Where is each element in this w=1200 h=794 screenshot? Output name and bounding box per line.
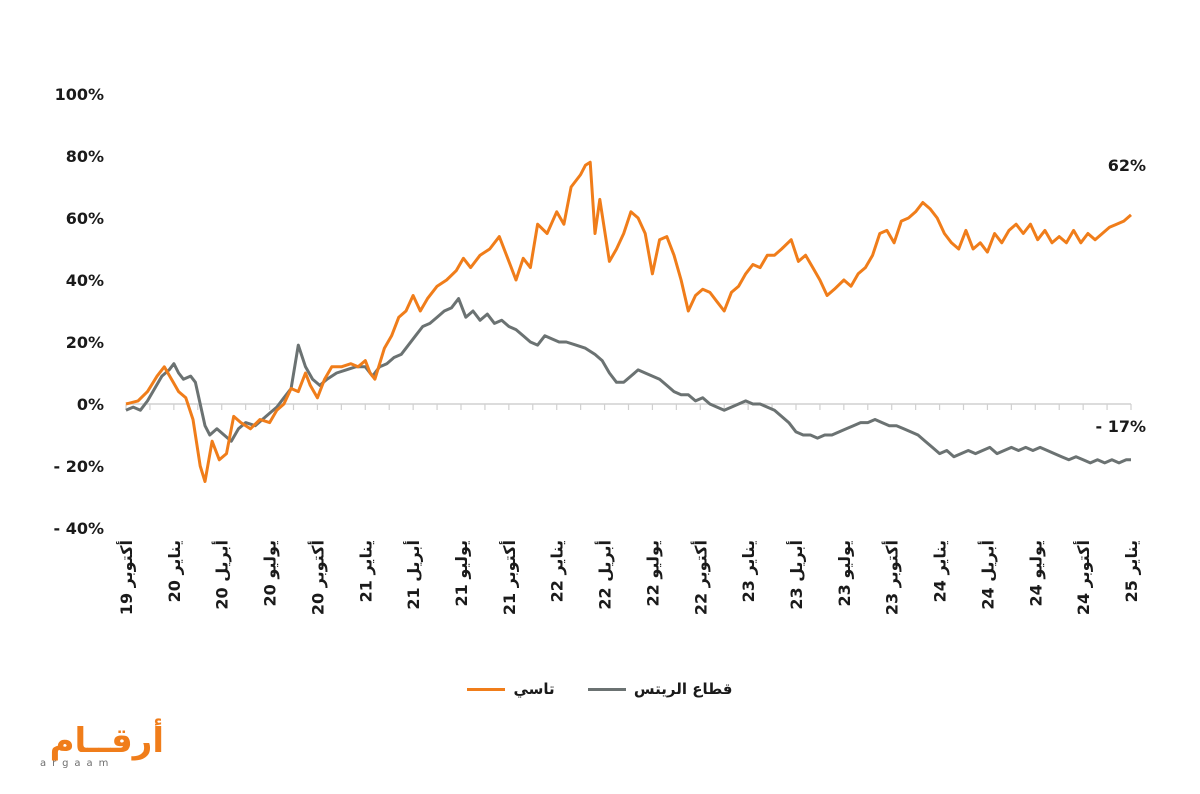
x-tick-label: 20 أبريل: [212, 540, 232, 610]
x-axis: 19 أكتوبر 20 يناير 20 أبريل 20 يوليو 20 أكتو…: [116, 403, 1141, 615]
end-labels: 62% - 17%: [1095, 156, 1146, 436]
legend: قطاع الريتس تاسي: [0, 680, 1200, 698]
x-tick-label: 21 أبريل: [403, 540, 423, 610]
y-tick-label: 80%: [66, 147, 104, 166]
legend-item-tasi: تاسي: [467, 680, 555, 698]
x-tick-label: 23 أبريل: [786, 540, 806, 610]
x-tick-label: 19 أكتوبر: [116, 540, 136, 615]
x-tick-label: 21 يوليو: [452, 540, 471, 606]
legend-label-tasi: تاسي: [513, 680, 555, 698]
legend-swatch-reits: [587, 687, 626, 691]
y-axis: 100% 80% 60% 40% 20% 0% - 20% - 40%: [53, 85, 104, 538]
logo-english-text: argaam: [40, 758, 115, 769]
x-tick-label: 25 يناير: [1122, 540, 1141, 602]
series-line-reits: [125, 297, 1131, 465]
argaam-logo: أرقــام argaam: [34, 722, 164, 782]
x-tick-label: 21 يناير: [356, 540, 375, 602]
x-tick-label: 23 يناير: [739, 540, 758, 602]
x-tick-label: 22 أكتوبر: [690, 540, 710, 615]
y-tick-label: 40%: [66, 271, 104, 290]
legend-label-reits: قطاع الريتس: [633, 680, 733, 698]
legend-swatch-tasi: [467, 687, 506, 691]
logo-arabic-text: أرقــام: [49, 721, 164, 761]
y-tick-label: - 40%: [53, 519, 104, 538]
x-tick-label: 24 يناير: [931, 540, 950, 602]
series-lines: [125, 160, 1132, 483]
y-tick-label: 100%: [55, 85, 104, 104]
x-tick-label: 20 يناير: [165, 540, 184, 602]
x-tick-label: 23 يوليو: [835, 540, 854, 606]
y-tick-label: - 20%: [53, 457, 104, 476]
x-tick-label: 24 يوليو: [1026, 540, 1045, 606]
legend-item-reits: قطاع الريتس: [587, 680, 733, 698]
x-tick-label: 24 أبريل: [977, 540, 997, 610]
x-tick-label: 24 أكتوبر: [1073, 540, 1093, 615]
x-tick-label: 20 يوليو: [261, 540, 280, 606]
x-tick-label: 21 أكتوبر: [499, 540, 519, 615]
y-tick-label: 20%: [66, 333, 104, 352]
end-label-reits: - 17%: [1095, 417, 1146, 436]
end-label-tasi: 62%: [1108, 156, 1146, 175]
y-tick-label: 0%: [77, 395, 104, 414]
series-line-tasi: [125, 160, 1132, 483]
chart-svg: 100% 80% 60% 40% 20% 0% - 20% - 40% 19 أكتوبر 20…: [53, 85, 1146, 615]
x-tick-label: 23 أكتوبر: [882, 540, 902, 615]
x-tick-label: 22 يناير: [548, 540, 567, 602]
x-tick-label: 22 يوليو: [643, 540, 662, 606]
x-tick-label: 20 أكتوبر: [307, 540, 327, 615]
y-tick-label: 60%: [66, 209, 104, 228]
x-tick-label: 22 أبريل: [595, 540, 615, 610]
